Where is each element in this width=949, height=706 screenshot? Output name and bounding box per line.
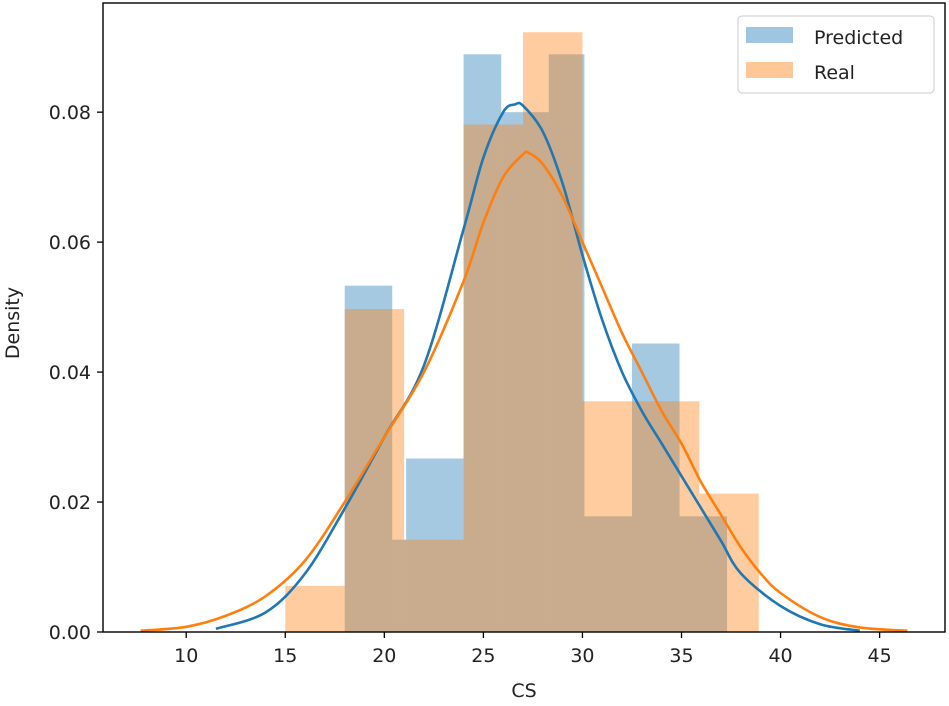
x-tick-label: 25 bbox=[471, 645, 495, 667]
x-tick-label: 10 bbox=[174, 645, 198, 667]
x-tick-label: 20 bbox=[372, 645, 396, 667]
histogram-bar bbox=[584, 516, 632, 632]
y-axis-ticks: 0.00 0.02 0.04 0.06 0.08 bbox=[49, 102, 103, 644]
legend-swatch-real bbox=[746, 62, 793, 78]
histogram-bar bbox=[523, 32, 583, 632]
histogram-bar bbox=[344, 285, 393, 632]
x-tick-label: 15 bbox=[273, 645, 297, 667]
y-tick-label: 0.00 bbox=[49, 622, 91, 644]
kde-curves bbox=[140, 101, 908, 632]
legend-label-real: Real bbox=[814, 62, 855, 84]
x-axis-label: CS bbox=[511, 680, 536, 702]
x-tick-label: 40 bbox=[768, 645, 792, 667]
histogram-bar bbox=[285, 585, 345, 632]
histogram-bar bbox=[582, 401, 640, 632]
histogram-bar bbox=[548, 54, 585, 632]
histogram-bar bbox=[699, 493, 759, 632]
axes-frame bbox=[102, 2, 946, 633]
real-histogram-bars bbox=[285, 32, 759, 633]
histogram-bar bbox=[463, 124, 524, 633]
histogram-bar bbox=[631, 343, 680, 632]
x-axis-ticks: 10 15 20 25 30 35 40 45 bbox=[174, 632, 892, 667]
x-tick-label: 45 bbox=[868, 645, 892, 667]
y-tick-label: 0.08 bbox=[49, 102, 91, 124]
histogram-bar bbox=[463, 54, 502, 632]
histogram-bar bbox=[404, 539, 464, 632]
legend-swatch-predicted bbox=[746, 27, 793, 43]
legend: Predicted Real bbox=[737, 15, 935, 94]
legend-label-predicted: Predicted bbox=[814, 27, 903, 49]
y-tick-label: 0.06 bbox=[49, 232, 91, 254]
histogram-bar bbox=[501, 112, 549, 633]
y-axis-label: Density bbox=[2, 287, 24, 359]
x-tick-label: 30 bbox=[570, 645, 594, 667]
histogram-bar bbox=[639, 401, 700, 632]
x-tick-label: 35 bbox=[669, 645, 693, 667]
kde-line-real bbox=[140, 150, 908, 632]
histogram-bar bbox=[344, 309, 405, 632]
predicted-histogram-bars bbox=[344, 54, 728, 633]
histogram-bar bbox=[392, 539, 407, 632]
histogram-bar bbox=[406, 458, 464, 632]
y-tick-label: 0.04 bbox=[49, 362, 91, 384]
y-tick-label: 0.02 bbox=[49, 492, 91, 514]
